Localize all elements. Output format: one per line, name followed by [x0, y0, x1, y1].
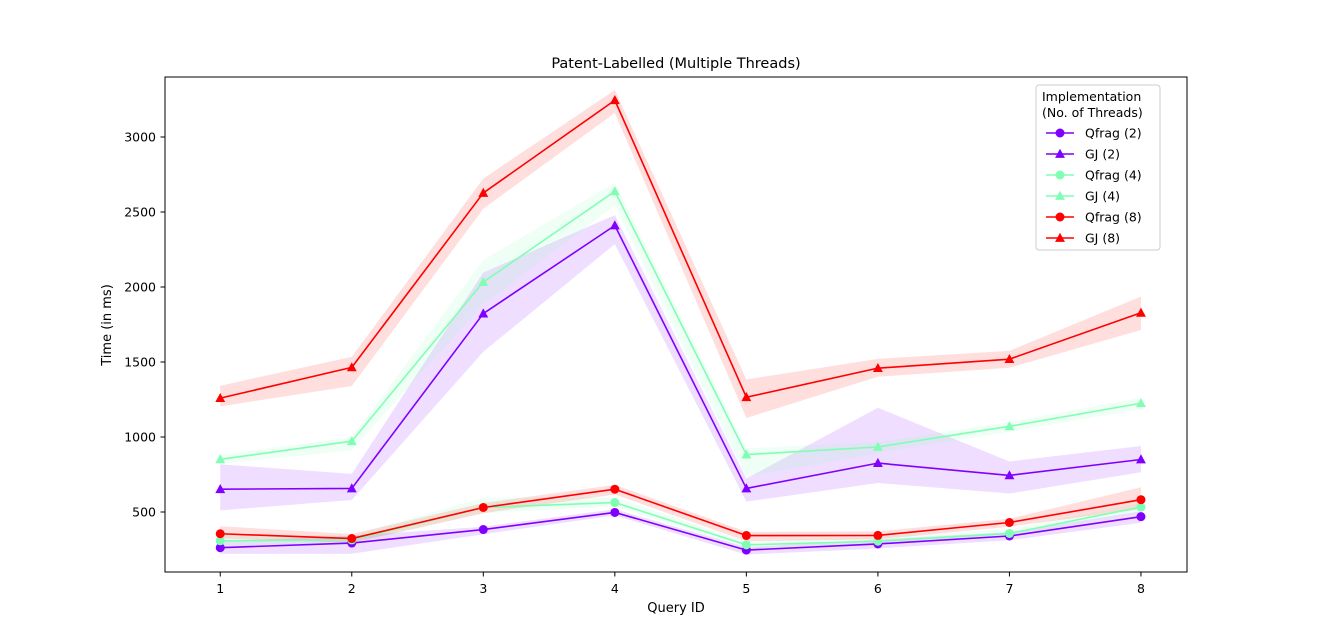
chart-title: Patent-Labelled (Multiple Threads) — [551, 56, 800, 72]
x-tick-label-3: 3 — [479, 581, 487, 596]
point-qfrag-4-4 — [610, 498, 619, 507]
y-tick-label-1000: 1000 — [124, 430, 156, 445]
legend-title-line2: (No. of Threads) — [1042, 105, 1143, 120]
x-axis-label: Query ID — [647, 601, 704, 616]
y-tick-label-1500: 1500 — [124, 355, 156, 370]
y-tick-label-2500: 2500 — [124, 205, 156, 220]
legend-label-qfrag-8: Qfrag (8) — [1085, 210, 1142, 225]
legend-title-line1: Implementation — [1042, 89, 1141, 104]
point-qfrag-8-6 — [873, 531, 882, 540]
x-tick-label-8: 8 — [1137, 581, 1145, 596]
legend-label-gj-4: GJ (4) — [1085, 189, 1120, 204]
y-tick-label-3000: 3000 — [124, 130, 156, 145]
legend-label-gj-2: GJ (2) — [1085, 147, 1120, 162]
point-qfrag-2-4 — [610, 508, 619, 517]
point-qfrag-8-7 — [1005, 518, 1014, 527]
x-tick-label-2: 2 — [348, 581, 356, 596]
legend-marker-qfrag-2 — [1056, 129, 1065, 138]
point-qfrag-8-2 — [347, 534, 356, 543]
point-qfrag-8-4 — [610, 485, 619, 494]
x-tick-label-5: 5 — [742, 581, 750, 596]
x-tick-label-4: 4 — [611, 581, 619, 596]
legend-marker-qfrag-8 — [1056, 213, 1065, 222]
point-qfrag-8-5 — [742, 531, 751, 540]
x-tick-label-7: 7 — [1005, 581, 1013, 596]
point-qfrag-8-1 — [216, 529, 225, 538]
x-tick-label-1: 1 — [216, 581, 224, 596]
legend: Implementation (No. of Threads) Qfrag (2… — [1036, 85, 1160, 250]
y-tick-label-2000: 2000 — [124, 280, 156, 295]
legend-marker-qfrag-4 — [1056, 171, 1065, 180]
x-axis-ticks: 1 2 3 4 5 6 7 8 — [216, 572, 1145, 596]
point-qfrag-4-7 — [1005, 529, 1014, 538]
point-qfrag-2-3 — [479, 525, 488, 534]
y-tick-label-500: 500 — [132, 505, 156, 520]
point-qfrag-8-8 — [1136, 495, 1145, 504]
legend-label-gj-8: GJ (8) — [1085, 231, 1120, 246]
y-axis-ticks: 500 1000 1500 2000 2500 3000 — [124, 130, 165, 520]
legend-label-qfrag-2: Qfrag (2) — [1085, 126, 1142, 141]
point-qfrag-4-5 — [742, 540, 751, 549]
legend-label-qfrag-4: Qfrag (4) — [1085, 168, 1142, 183]
x-tick-label-6: 6 — [874, 581, 882, 596]
point-qfrag-8-3 — [479, 503, 488, 512]
y-axis-label: Time (in ms) — [100, 284, 115, 367]
point-qfrag-2-8 — [1136, 512, 1145, 521]
